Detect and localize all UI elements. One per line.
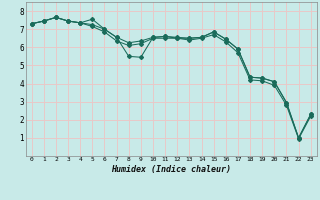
X-axis label: Humidex (Indice chaleur): Humidex (Indice chaleur) [111,165,231,174]
